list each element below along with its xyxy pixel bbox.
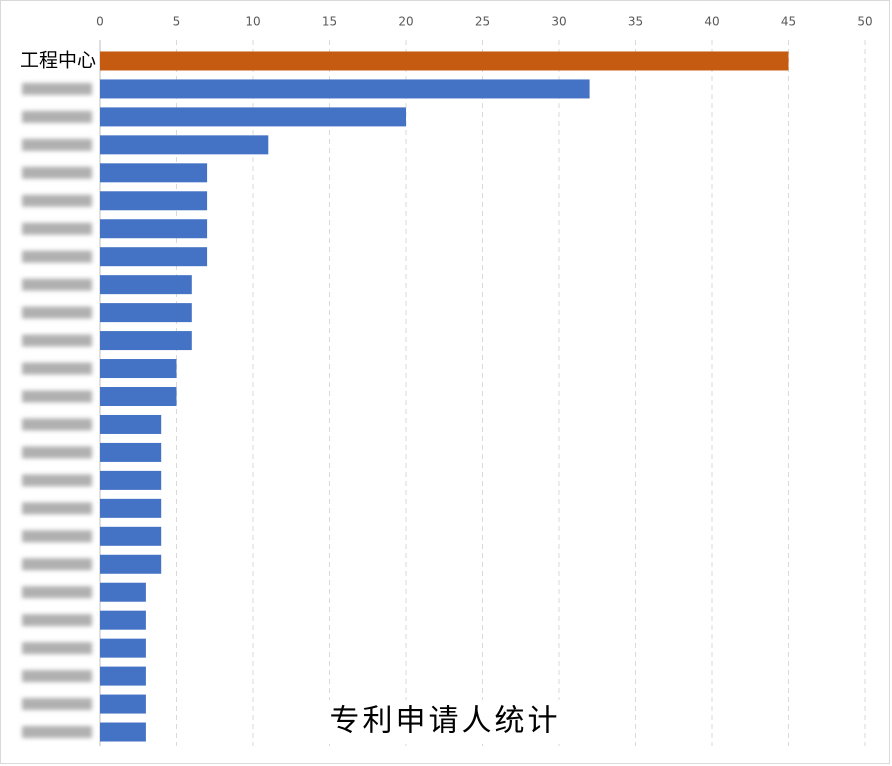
title-background	[290, 700, 600, 744]
redacted-label	[22, 362, 92, 375]
bar	[100, 526, 162, 546]
bar	[100, 666, 146, 686]
bar	[100, 163, 208, 183]
redacted-label	[22, 250, 92, 263]
bar	[100, 219, 208, 239]
bar	[100, 51, 789, 71]
x-tick-label: 0	[96, 15, 104, 29]
x-tick-label: 20	[398, 15, 413, 29]
redacted-label	[22, 334, 92, 347]
x-tick-label: 30	[551, 15, 566, 29]
redacted-label	[22, 558, 92, 571]
bar	[100, 275, 192, 295]
y-tick-label: 工程中心	[20, 49, 96, 71]
x-tick-label: 5	[173, 15, 181, 29]
x-tick-label: 50	[857, 15, 872, 29]
redacted-label	[22, 82, 92, 95]
redacted-label	[22, 474, 92, 487]
redacted-label	[22, 166, 92, 179]
redacted-label	[22, 670, 92, 683]
redacted-label	[22, 278, 92, 291]
bar	[100, 79, 590, 99]
redacted-label	[22, 194, 92, 207]
x-tick-label: 15	[322, 15, 337, 29]
bar	[100, 191, 208, 211]
bar	[100, 582, 146, 602]
x-tick-label: 35	[628, 15, 643, 29]
bar	[100, 414, 162, 434]
redacted-label	[22, 642, 92, 655]
redacted-label	[22, 586, 92, 599]
redacted-label	[22, 446, 92, 459]
x-tick-label: 10	[245, 15, 260, 29]
redacted-label	[22, 110, 92, 123]
x-tick-label: 25	[475, 15, 490, 29]
redacted-label	[22, 222, 92, 235]
bar	[100, 303, 192, 323]
bar	[100, 359, 177, 379]
bar	[100, 498, 162, 518]
redacted-label	[22, 502, 92, 515]
bar	[100, 722, 146, 742]
redacted-label	[22, 390, 92, 403]
bar	[100, 694, 146, 714]
bar	[100, 331, 192, 351]
bar	[100, 638, 146, 658]
bar	[100, 135, 269, 155]
bar	[100, 107, 406, 127]
bar	[100, 442, 162, 462]
x-tick-label: 40	[704, 15, 719, 29]
redacted-label	[22, 530, 92, 543]
x-tick-label: 45	[781, 15, 796, 29]
redacted-label	[22, 418, 92, 431]
redacted-label	[22, 698, 92, 711]
redacted-label	[22, 138, 92, 151]
bar	[100, 470, 162, 490]
chart-title: 专利申请人统计	[330, 704, 561, 739]
bar	[100, 610, 146, 630]
bar	[100, 554, 162, 574]
bar	[100, 247, 208, 267]
redacted-label	[22, 614, 92, 627]
redacted-label	[22, 726, 92, 739]
bar	[100, 387, 177, 406]
redacted-label	[22, 306, 92, 319]
